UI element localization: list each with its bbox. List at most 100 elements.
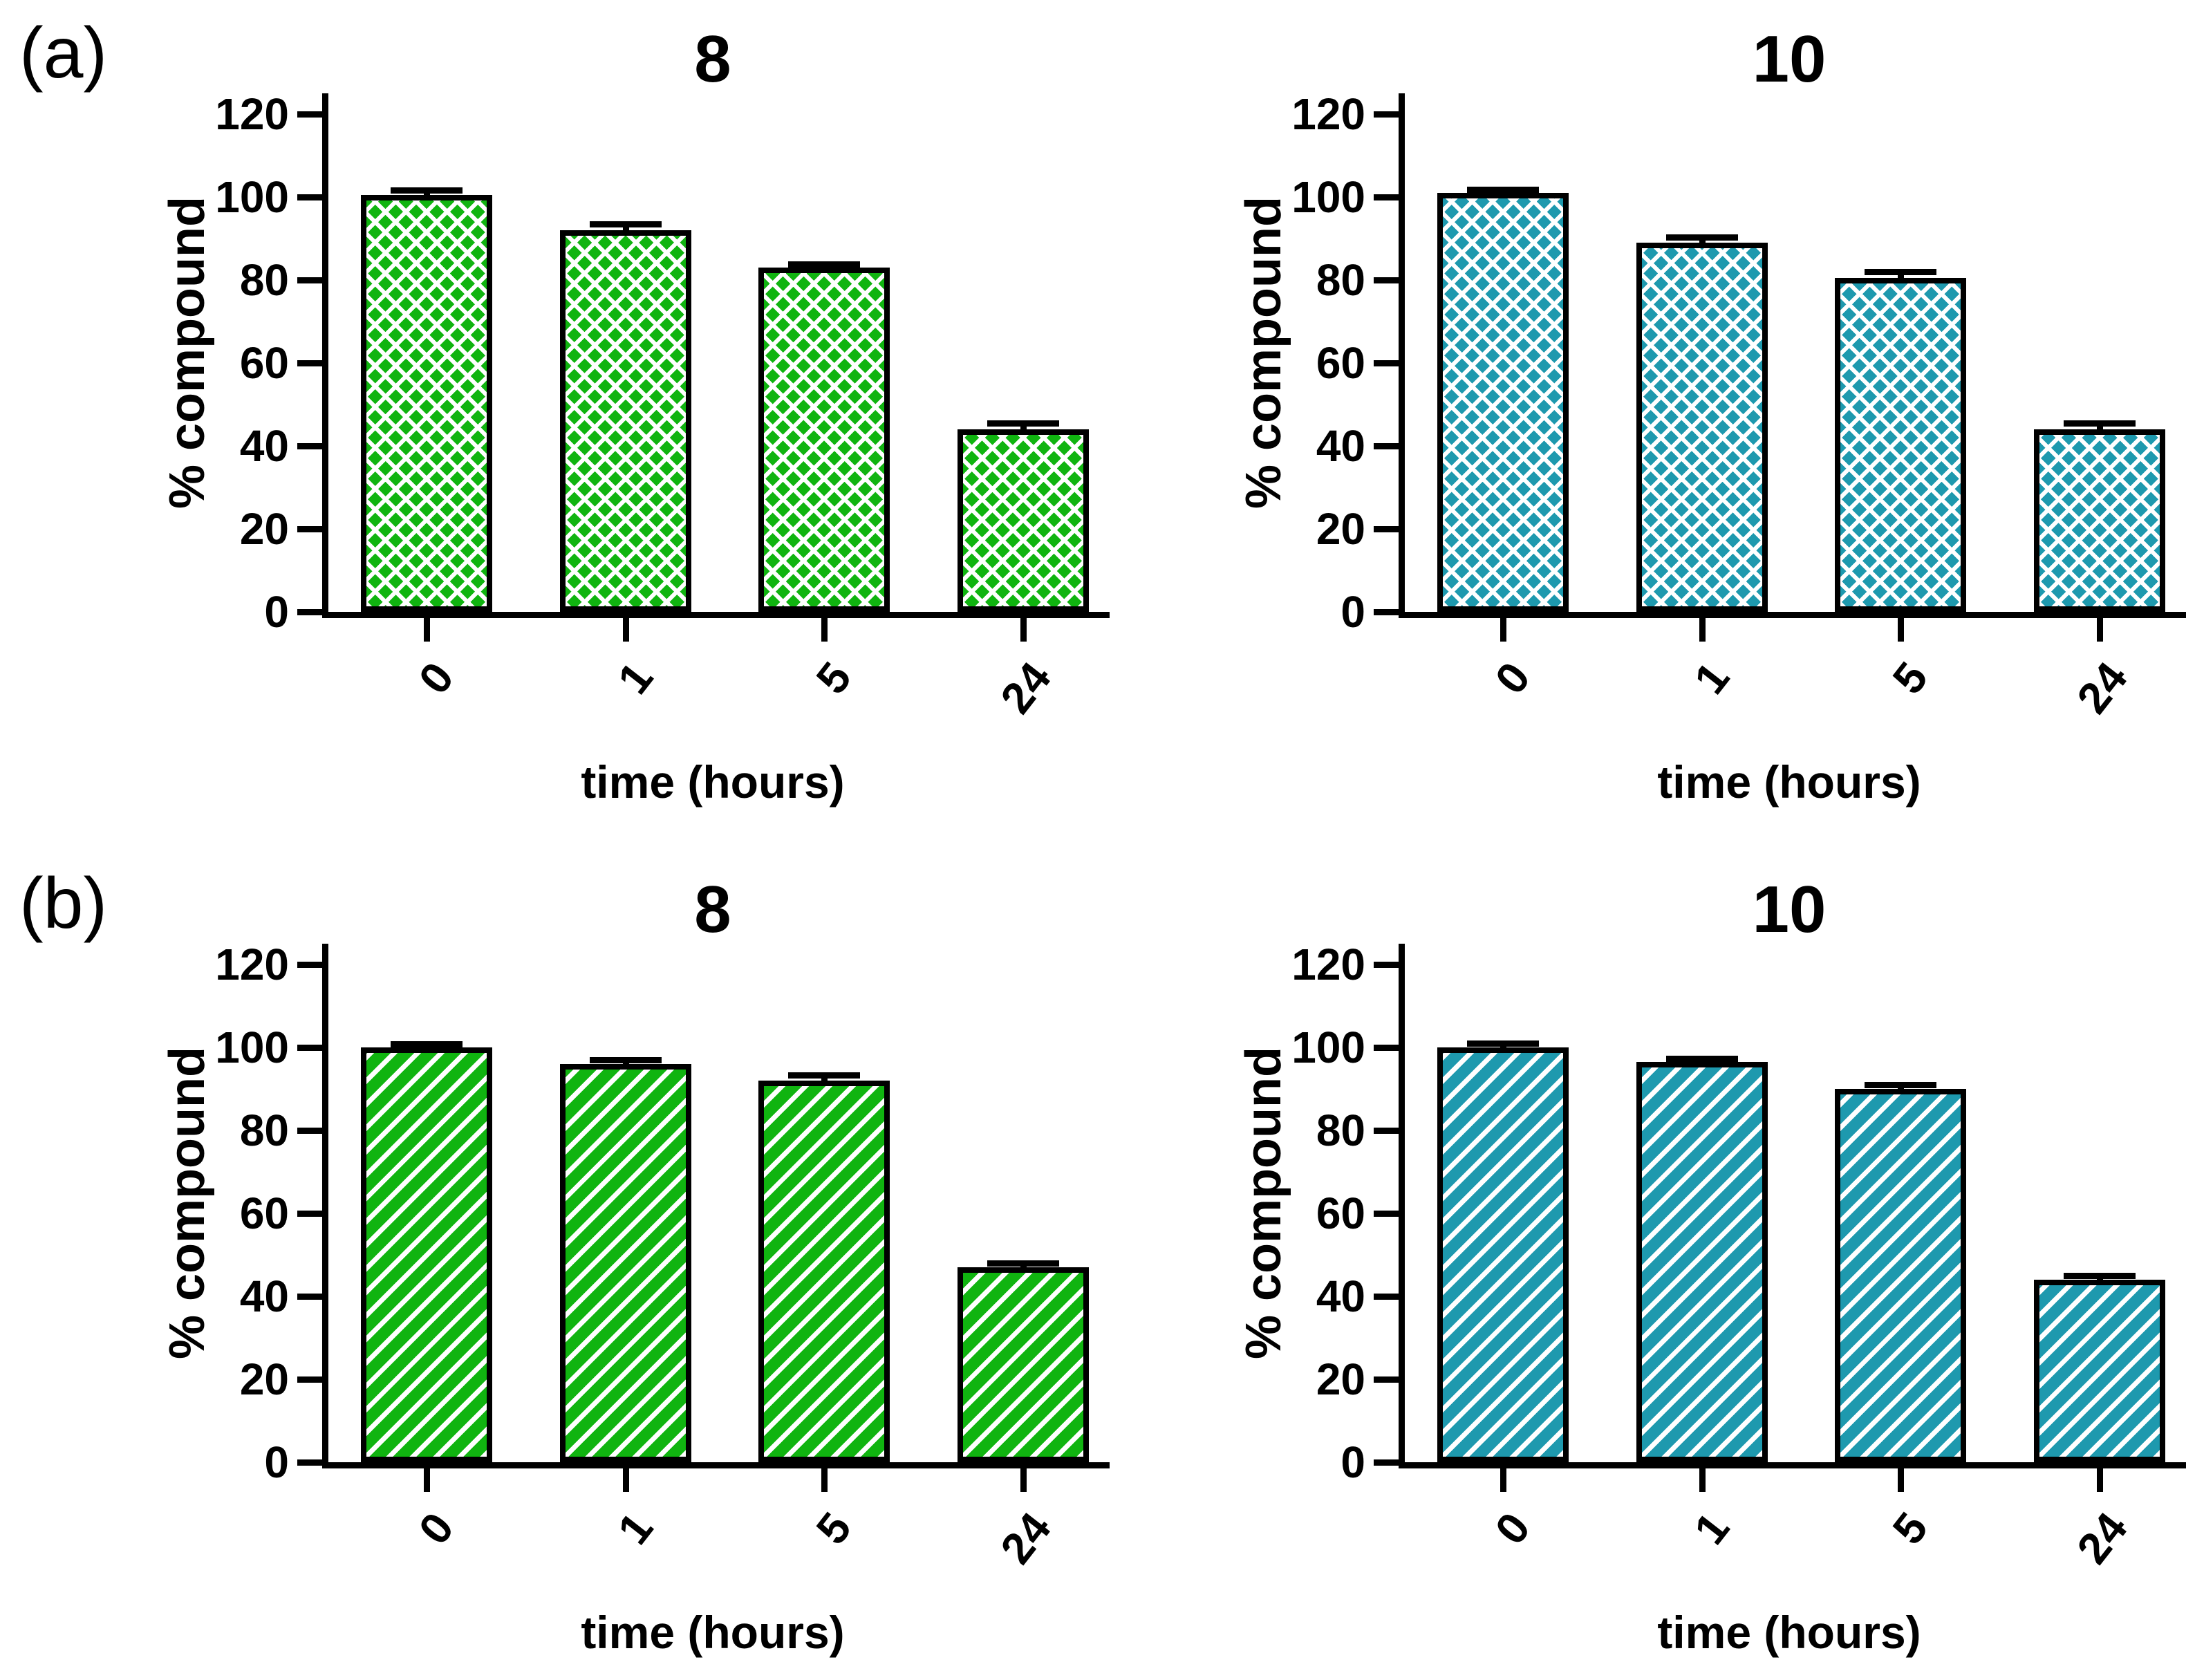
error-bar-cap — [987, 1260, 1059, 1267]
x-tick-label-text: 0 — [1485, 653, 1540, 703]
x-axis-label: time (hours) — [581, 756, 845, 808]
bar — [958, 429, 1089, 612]
error-bar-cap — [2064, 1273, 2136, 1280]
error-bar-cap — [1467, 187, 1539, 194]
error-bar-cap — [1865, 1082, 1936, 1089]
y-tick-label: 100 — [215, 1023, 289, 1072]
plot-area: 0 1 5 24 — [322, 944, 1110, 1573]
y-tick — [1374, 525, 1399, 532]
x-tick — [1020, 1468, 1027, 1492]
bar — [1636, 243, 1768, 612]
y-tick — [1374, 111, 1399, 118]
y-tick — [1374, 608, 1399, 615]
y-tick — [1374, 1210, 1399, 1217]
bar — [1636, 1062, 1768, 1462]
y-tick-label: 100 — [1291, 1023, 1365, 1072]
y-tick-label: 80 — [1316, 1105, 1365, 1155]
chart-a-compound-8: 8% compound 0 20 40 60 80 100 120 0 1 5 24 time (hou… — [53, 14, 1110, 816]
y-tick — [1374, 1044, 1399, 1051]
y-axis: 0 20 40 60 80 100 120 — [156, 89, 322, 634]
y-tick — [297, 194, 322, 200]
y-tick — [1374, 1376, 1399, 1383]
plot-area: 0 1 5 24 — [322, 93, 1110, 722]
panel-b: (b) 8% compound 0 20 40 60 80 100 120 0 1 5 24 time … — [0, 864, 2195, 1680]
x-tick-label-text: 24 — [2067, 1503, 2137, 1573]
y-tick — [297, 1210, 322, 1217]
error-bar-cap — [2064, 420, 2136, 427]
x-tick — [1500, 618, 1506, 642]
plot-area: 0 1 5 24 — [1399, 944, 2186, 1573]
x-axis-label: time (hours) — [1657, 756, 1921, 808]
y-tick-label: 80 — [239, 255, 289, 305]
x-tick-label-text: 0 — [409, 653, 464, 703]
chart-b-compound-10: 10% compound 0 20 40 60 80 100 120 0 1 5 24 time (ho… — [1129, 864, 2186, 1666]
bar — [560, 230, 691, 612]
panel-label-a: (a) — [19, 13, 108, 93]
y-tick-label: 0 — [1341, 587, 1365, 637]
y-tick-label: 0 — [1341, 1437, 1365, 1487]
x-tick — [1699, 1468, 1706, 1492]
bar — [361, 1047, 492, 1462]
x-axis-label: time (hours) — [581, 1607, 845, 1658]
bar — [958, 1267, 1089, 1462]
y-tick-label: 60 — [1316, 1188, 1365, 1238]
bar — [1437, 1047, 1569, 1462]
y-tick-label: 40 — [1316, 1271, 1365, 1321]
y-tick-label: 20 — [1316, 504, 1365, 554]
y-tick-label: 120 — [1291, 89, 1365, 139]
y-tick-label: 60 — [239, 1188, 289, 1238]
y-axis: 0 20 40 60 80 100 120 — [1233, 940, 1399, 1484]
x-tick — [1897, 1468, 1904, 1492]
bar — [361, 195, 492, 612]
x-tick-label-text: 5 — [1883, 1503, 1938, 1553]
x-tick — [821, 1468, 828, 1492]
chart-title: 10 — [1752, 22, 1827, 96]
y-tick-label: 40 — [239, 1271, 289, 1321]
chart-title: 10 — [1752, 872, 1827, 946]
y-tick-label: 20 — [239, 504, 289, 554]
y-tick — [297, 1459, 322, 1466]
plot-area: 0 1 5 24 — [1399, 93, 2186, 722]
panel-a: (a) 8% compound 0 20 40 60 80 100 120 0 1 5 24 time … — [0, 14, 2195, 830]
bar — [1835, 1089, 1966, 1462]
panel-label-b: (b) — [19, 864, 108, 944]
y-tick-label: 0 — [264, 587, 289, 637]
x-tick-label-text: 0 — [1485, 1503, 1540, 1553]
x-tick-label-text: 1 — [608, 1503, 663, 1553]
y-axis: 0 20 40 60 80 100 120 — [156, 942, 322, 1484]
y-tick — [1374, 277, 1399, 283]
x-tick-label-text: 24 — [2067, 653, 2137, 722]
bar — [2034, 429, 2165, 612]
y-axis: 0 20 40 60 80 100 120 — [1233, 89, 1399, 634]
y-tick — [297, 961, 322, 968]
x-tick — [622, 1468, 629, 1492]
y-tick — [1374, 442, 1399, 449]
x-tick — [2096, 618, 2103, 642]
error-bar-cap — [391, 1041, 463, 1048]
x-tick-label-text: 1 — [1684, 653, 1739, 703]
y-tick-label: 120 — [215, 89, 289, 139]
bar — [758, 268, 890, 612]
x-axis-label: time (hours) — [1657, 1607, 1921, 1658]
bar — [758, 1081, 890, 1462]
x-tick-label-text: 5 — [806, 1503, 861, 1553]
error-bar-cap — [590, 1057, 662, 1064]
x-tick-label-text: 1 — [1684, 1503, 1739, 1553]
error-bar-cap — [1467, 1040, 1539, 1047]
bar — [1437, 193, 1569, 612]
bar — [560, 1064, 691, 1462]
y-tick — [297, 111, 322, 118]
error-bar-cap — [391, 187, 463, 194]
y-tick-label: 120 — [1291, 940, 1365, 989]
y-tick — [1374, 1293, 1399, 1300]
x-tick-label-text: 1 — [608, 653, 663, 703]
error-bar-cap — [788, 1072, 860, 1079]
y-tick — [297, 1293, 322, 1300]
error-bar-cap — [788, 261, 860, 268]
y-tick — [1374, 1127, 1399, 1134]
x-tick — [821, 618, 828, 642]
chart-title: 8 — [694, 22, 731, 96]
panel-b-charts: 8% compound 0 20 40 60 80 100 120 0 1 5 24 time (hou… — [53, 864, 2186, 1666]
y-tick — [297, 525, 322, 532]
y-tick — [297, 277, 322, 283]
